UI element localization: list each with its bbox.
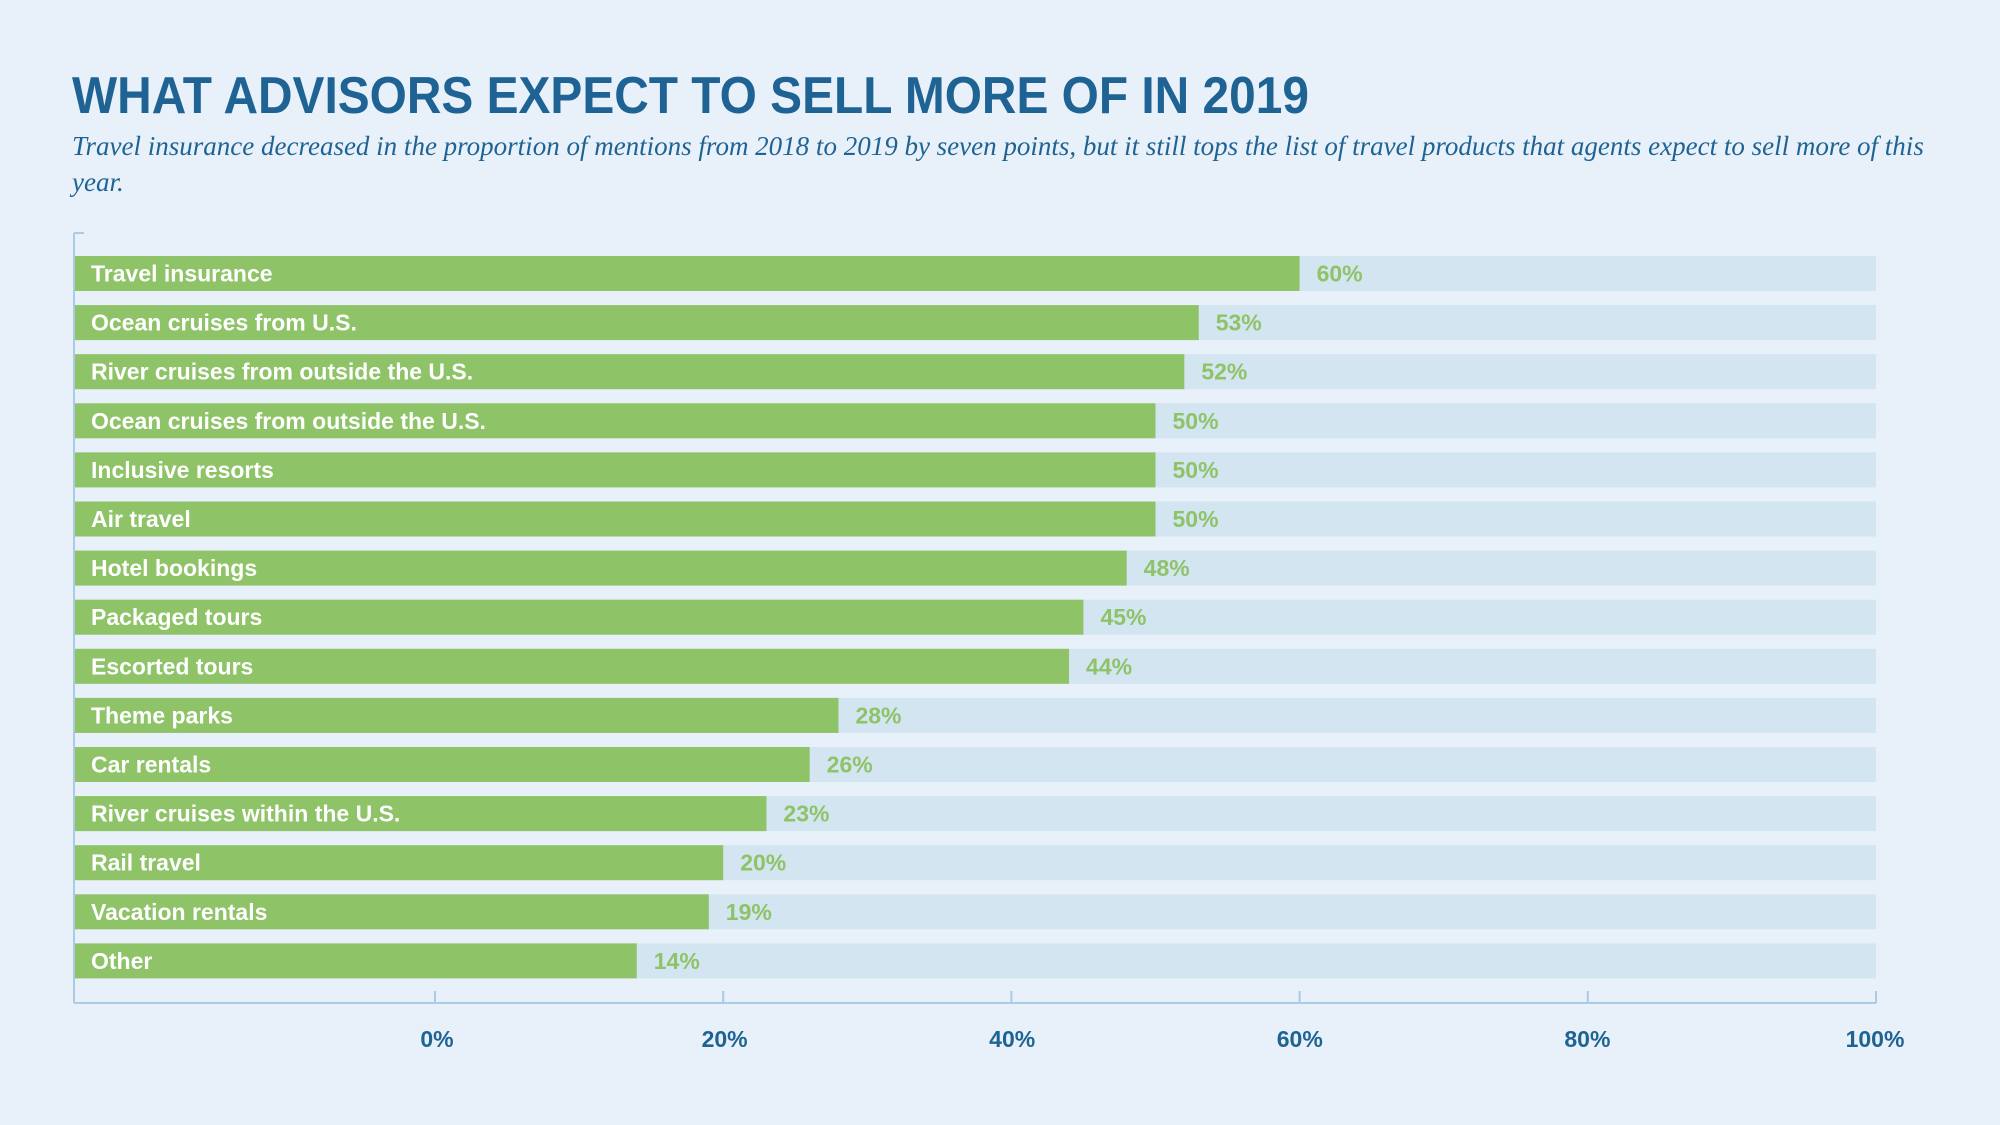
x-axis: 0% 20% 40% 60% 80% 100% [73,232,1905,1052]
value-label: 28% [855,702,901,728]
value-label: 52% [1201,359,1247,385]
value-label: 20% [740,850,786,876]
category-label: Hotel bookings [91,555,257,581]
bar-river-cruises-within-the-u-s [74,796,767,832]
category-label: Other [91,948,152,974]
value-label: 44% [1086,653,1132,679]
x-tick-label: 80% [1564,1026,1610,1052]
x-tick-label: 20% [702,1026,748,1052]
value-label: 50% [1173,408,1219,434]
value-label: 48% [1144,555,1190,581]
bar-car-rentals [74,747,810,782]
bar-ocean-cruises-from-outside-the-u-s [74,403,1156,439]
x-tick-label: 100% [1846,1026,1905,1052]
category-label: Escorted tours [91,653,253,679]
x-tick-label: 0% [420,1026,453,1052]
bar-labels: Travel insurance 60% Ocean cruises from U.… [91,261,1363,974]
category-label: Ocean cruises from U.S. [91,310,357,336]
value-label: 14% [654,948,700,974]
x-tick-label: 60% [1277,1026,1323,1052]
bar-travel-insurance [74,256,1300,291]
category-label: Packaged tours [91,604,262,630]
bar-hotel-bookings [74,550,1127,586]
category-label: River cruises within the U.S. [91,801,400,827]
value-label: 53% [1216,310,1262,336]
value-label: 50% [1173,457,1219,483]
category-label: Vacation rentals [91,899,267,925]
category-label: Ocean cruises from outside the U.S. [91,408,486,434]
value-label: 23% [783,801,829,827]
value-label: 60% [1317,261,1363,287]
category-label: Travel insurance [91,261,273,287]
category-label: Car rentals [91,752,211,778]
value-label: 45% [1100,604,1146,630]
value-label: 19% [726,899,772,925]
bar-packaged-tours [74,599,1084,635]
bar-other [74,943,637,979]
bar-river-cruises-from-outside-the-u-s [74,354,1185,390]
value-label: 26% [827,752,873,778]
x-tick-label: 40% [989,1026,1035,1052]
bar-theme-parks [74,697,839,733]
bar-air-travel [74,501,1156,537]
bar-vacation-rentals [74,894,709,930]
bar-rail-travel [74,845,724,881]
chart-subtitle: Travel insurance decreased in the propor… [72,131,1924,197]
bar-ocean-cruises-from-u-s [74,305,1199,341]
value-label: 50% [1173,506,1219,532]
category-label: Theme parks [91,702,233,728]
bar-inclusive-resorts [74,452,1156,488]
category-label: Inclusive resorts [91,457,274,483]
chart-title: WHAT ADVISORS EXPECT TO SELL MORE OF IN … [72,67,1309,125]
category-label: River cruises from outside the U.S. [91,359,473,385]
bar-escorted-tours [74,648,1070,684]
category-label: Rail travel [91,850,201,876]
category-label: Air travel [91,506,191,532]
bar-series [74,256,1300,979]
